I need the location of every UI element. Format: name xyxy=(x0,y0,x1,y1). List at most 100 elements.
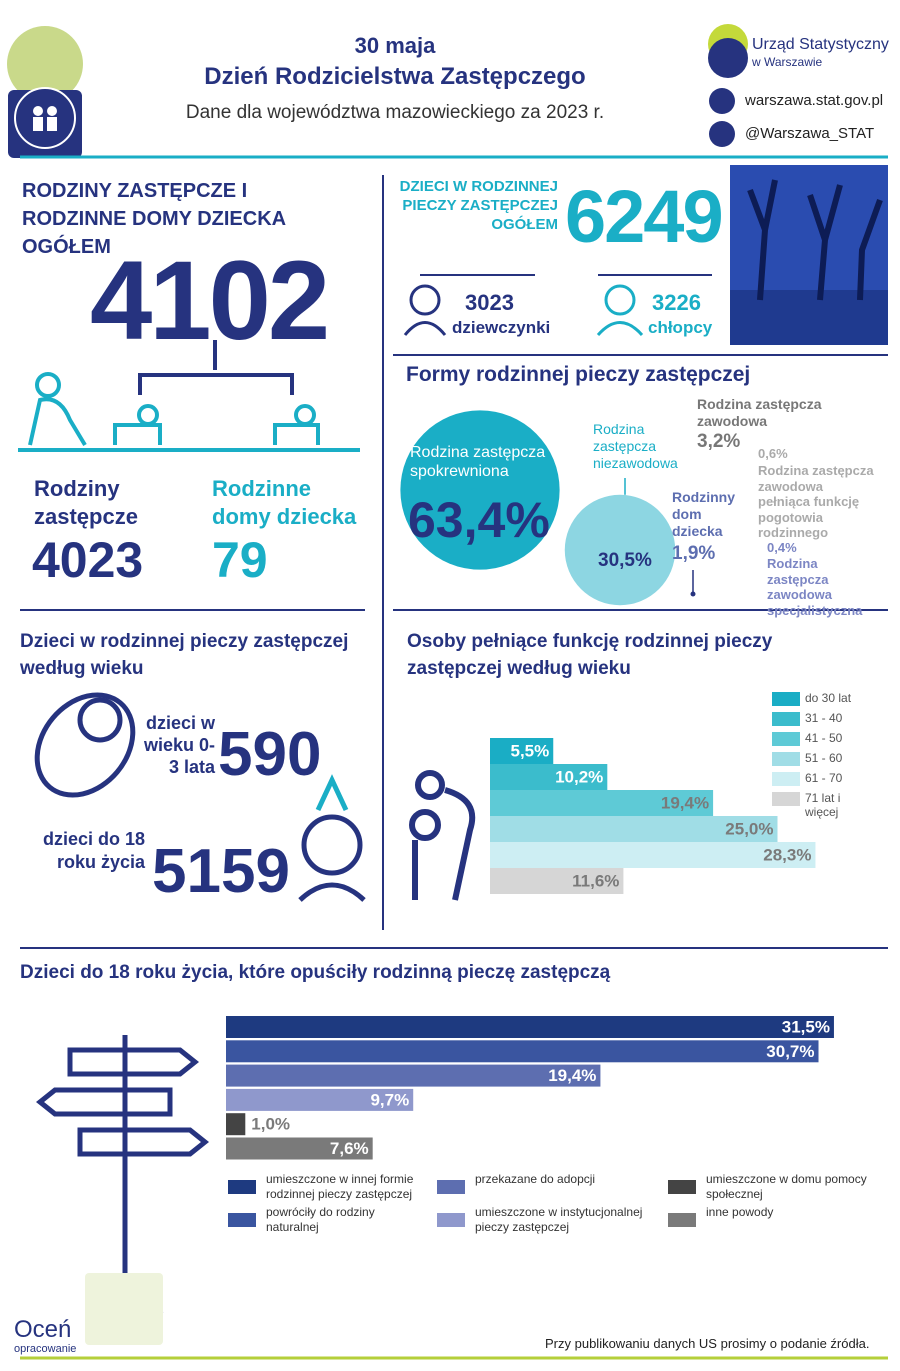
org-name: Urząd Statystyczny xyxy=(752,36,889,53)
child-icons xyxy=(403,274,712,337)
legend-swatch xyxy=(772,752,800,766)
bar-value-label: 19,4% xyxy=(548,1066,596,1085)
legend-swatch xyxy=(437,1180,465,1194)
legend-label: przekazane do adopcji xyxy=(475,1172,596,1186)
header-icon xyxy=(7,26,83,158)
legend-swatch xyxy=(228,1213,256,1227)
bar xyxy=(490,868,624,894)
foster-label: Rodziny zastępcze xyxy=(34,476,138,529)
bar-value-label: 30,7% xyxy=(766,1042,814,1061)
form-label: Rodzina zastępcza zawodowa specjalistycz… xyxy=(767,556,863,618)
bar-value-label: 1,0% xyxy=(251,1115,290,1134)
boys-value: 3226 xyxy=(652,290,701,315)
bar-value-label: 7,6% xyxy=(330,1139,369,1158)
bar-value-label: 11,6% xyxy=(572,871,619,890)
form-bubble xyxy=(564,494,676,606)
legend-label: 31 - 40 xyxy=(805,711,843,725)
form-value: 3,2% xyxy=(697,431,741,452)
carer-icon xyxy=(409,770,476,901)
legend-swatch xyxy=(772,772,800,786)
legend-swatch xyxy=(668,1180,696,1194)
header-title: Dzień Rodzicielstwa Zastępczego xyxy=(204,63,586,90)
form-value: 1,9% xyxy=(672,543,716,564)
legend-label: do 30 lat xyxy=(805,691,852,705)
age-label: dzieci w wieku 0-3 lata xyxy=(143,713,215,777)
age-value: 5159 xyxy=(152,837,290,906)
homes-label: Rodzinne domy dziecka xyxy=(212,476,357,529)
age-value: 590 xyxy=(218,720,322,789)
bar xyxy=(490,816,778,842)
form-value: 0,4% xyxy=(767,540,797,555)
dividers xyxy=(20,155,888,1360)
bar-value-label: 28,3% xyxy=(763,845,811,864)
bar xyxy=(490,738,554,764)
legend-label: powróciły do rodziny naturalnej xyxy=(266,1205,375,1234)
twitter[interactable]: @Warszawa_STAT xyxy=(745,125,875,142)
legend-swatch xyxy=(772,692,800,706)
form-bubble xyxy=(400,410,560,570)
bar-value-label: 19,4% xyxy=(661,793,709,812)
legend-swatch xyxy=(437,1213,465,1227)
bar-value-label: 9,7% xyxy=(370,1090,409,1109)
legend-label: umieszczone w instytucjonalnej pieczy za… xyxy=(475,1205,643,1234)
bar xyxy=(490,842,816,868)
rating-stars xyxy=(85,1273,163,1345)
signpost-icon xyxy=(35,1035,210,1313)
bar xyxy=(226,1064,601,1087)
form-label: Rodzina zastępcza zawodowa pełniąca funk… xyxy=(758,463,874,541)
bar xyxy=(226,1040,819,1063)
web-icon xyxy=(709,88,735,114)
rate-label[interactable]: Oceń xyxy=(14,1316,72,1343)
rate-sub[interactable]: opracowanie xyxy=(14,1343,77,1355)
bar-value-label: 5,5% xyxy=(511,741,550,760)
bar xyxy=(490,790,714,816)
bar xyxy=(226,1016,834,1038)
family-icon xyxy=(18,340,360,452)
bar-value-label: 31,5% xyxy=(782,1017,830,1036)
form-label: Rodzinny dom dziecka xyxy=(672,489,735,539)
form-label: Rodzina zastępcza spokrewniona xyxy=(410,444,546,481)
chart-title: Dzieci do 18 roku życia, które opuściły … xyxy=(20,962,611,983)
legend-swatch xyxy=(772,712,800,726)
bar xyxy=(226,1137,373,1160)
legend-label: 51 - 60 xyxy=(805,751,843,765)
bar-value-label: 10,2% xyxy=(555,767,603,786)
bar xyxy=(490,764,608,790)
bar xyxy=(226,1113,246,1136)
families-title: RODZINY ZASTĘPCZE I RODZINNE DOMY DZIECK… xyxy=(22,180,286,258)
form-label: Rodzina zastępcza zawodowa xyxy=(697,396,822,429)
form-label: Rodzina zastępcza niezawodowa xyxy=(593,421,678,471)
age-children-title: Dzieci w rodzinnej pieczy zastępczej wed… xyxy=(20,631,349,679)
source-note: Przy publikowaniu danych US prosimy o po… xyxy=(545,1336,870,1351)
legend-swatch xyxy=(772,732,800,746)
foster-value: 4023 xyxy=(32,532,144,588)
girls-value: 3023 xyxy=(465,290,514,315)
form-value: 30,5% xyxy=(598,550,652,571)
legend-swatch xyxy=(772,792,800,806)
age-label: dzieci do 18 roku życia xyxy=(42,829,145,872)
girls-label: dziewczynki xyxy=(452,318,551,337)
legend-label: 71 lat i więcej xyxy=(805,791,841,819)
families-total: 4102 xyxy=(90,238,330,363)
age-icons xyxy=(34,692,366,902)
chart-title: Osoby pełniące funkcję rodzinnej pieczy … xyxy=(407,631,773,679)
legend-swatch xyxy=(668,1213,696,1227)
bar-value-label: 25,0% xyxy=(725,819,773,838)
leader-dot xyxy=(690,591,696,597)
form-value: 0,6% xyxy=(758,446,788,461)
legend-label: inne powody xyxy=(706,1205,774,1219)
children-total: 6249 xyxy=(565,175,724,258)
form-value: 63,4% xyxy=(408,492,550,548)
legend-label: umieszczone w innej formie rodzinnej pie… xyxy=(266,1172,414,1201)
website[interactable]: warszawa.stat.gov.pl xyxy=(745,92,884,109)
x-icon xyxy=(709,121,735,147)
legend-label: 41 - 50 xyxy=(805,731,843,745)
org-sub: w Warszawie xyxy=(752,55,823,69)
legend-label: umieszczone w domu pomocy społecznej xyxy=(706,1172,867,1201)
homes-value: 79 xyxy=(212,532,268,588)
header-date: 30 maja xyxy=(354,33,436,58)
forms-title: Formy rodzinnej pieczy zastępczej xyxy=(406,363,751,386)
